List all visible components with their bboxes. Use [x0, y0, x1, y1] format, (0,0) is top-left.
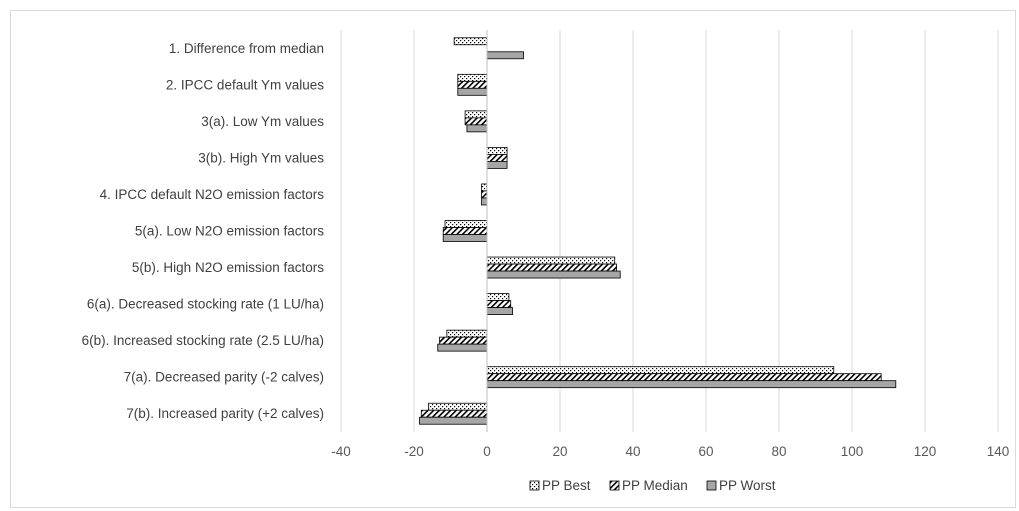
bar-pp-best: [453, 37, 488, 46]
bar-pp-worst: [481, 197, 488, 206]
bar-pp-worst: [486, 380, 897, 389]
gridlines: [340, 30, 999, 432]
category-label: 6(b). Increased stocking rate (2.5 LU/ha…: [82, 333, 324, 348]
legend-swatch: [529, 480, 540, 491]
category-label: 7(a). Decreased parity (-2 calves): [124, 370, 324, 385]
x-tick-label: 40: [625, 444, 640, 459]
bar-pp-worst: [486, 270, 621, 279]
bar-pp-best: [481, 183, 488, 192]
bar-pp-best: [444, 220, 488, 228]
bar-pp-worst: [457, 87, 488, 96]
legend-label: PP Median: [622, 478, 688, 493]
x-tick-label: 100: [841, 444, 864, 459]
bar-pp-median: [464, 117, 488, 126]
bar-pp-worst: [419, 416, 488, 425]
bar-pp-worst: [437, 343, 488, 352]
category-labels: 1. Difference from median 2. IPCC default…: [82, 41, 325, 421]
legend-label: PP Worst: [719, 478, 776, 493]
x-tick-labels: -40 -20 0 20 40 60 80 100 120 140: [331, 444, 1009, 459]
category-label: 1. Difference from median: [169, 41, 324, 56]
legend-swatch: [706, 480, 717, 491]
x-tick-label: -40: [331, 444, 351, 459]
x-tick-label: -20: [404, 444, 424, 459]
bar-pp-worst: [442, 234, 488, 242]
bar-pp-median: [420, 409, 488, 418]
category-label: 7(b). Increased parity (+2 calves): [126, 406, 324, 421]
category-label: 3(a). Low Ym values: [201, 114, 324, 129]
category-label: 4. IPCC default N2O emission factors: [100, 187, 325, 202]
category-label: 2. IPCC default Ym values: [166, 77, 324, 92]
bar-pp-median: [486, 300, 512, 308]
legend-swatch: [609, 480, 620, 491]
bar-pp-worst: [486, 307, 513, 315]
bar-pp-best: [486, 147, 508, 155]
bars: [419, 30, 897, 432]
bar-pp-median: [457, 80, 488, 89]
bar-pp-median: [486, 263, 617, 272]
bar-pp-median: [481, 190, 488, 199]
x-tick-label: 60: [698, 444, 713, 459]
bar-pp-worst: [486, 161, 508, 169]
bar-pp-median: [486, 154, 508, 162]
bar-pp-median: [486, 373, 882, 382]
x-tick-label: 0: [483, 444, 491, 459]
bar-pp-best: [486, 366, 835, 375]
x-tick-label: 20: [552, 444, 567, 459]
bar-pp-best: [446, 329, 488, 338]
bar-pp-best: [457, 73, 488, 82]
bar-pp-worst: [466, 124, 488, 133]
x-tick-label: 120: [914, 444, 937, 459]
bar-pp-best: [486, 293, 510, 301]
x-tick-label: 140: [987, 444, 1010, 459]
category-label: 5(a). Low N2O emission factors: [135, 224, 324, 239]
bar-pp-best: [428, 402, 488, 411]
bar-pp-best: [486, 256, 616, 265]
legend-label: PP Best: [542, 478, 591, 493]
bar-pp-worst: [486, 51, 524, 60]
category-label: 3(b). High Ym values: [198, 150, 324, 165]
legend: PP Best PP Median PP Worst: [529, 478, 776, 493]
category-label: 5(b). High N2O emission factors: [132, 260, 324, 275]
category-label: 6(a). Decreased stocking rate (1 LU/ha): [87, 297, 324, 312]
bar-pp-best: [464, 110, 488, 119]
bar-pp-median: [442, 227, 488, 235]
x-tick-label: 80: [771, 444, 786, 459]
bar-pp-median: [439, 336, 488, 345]
